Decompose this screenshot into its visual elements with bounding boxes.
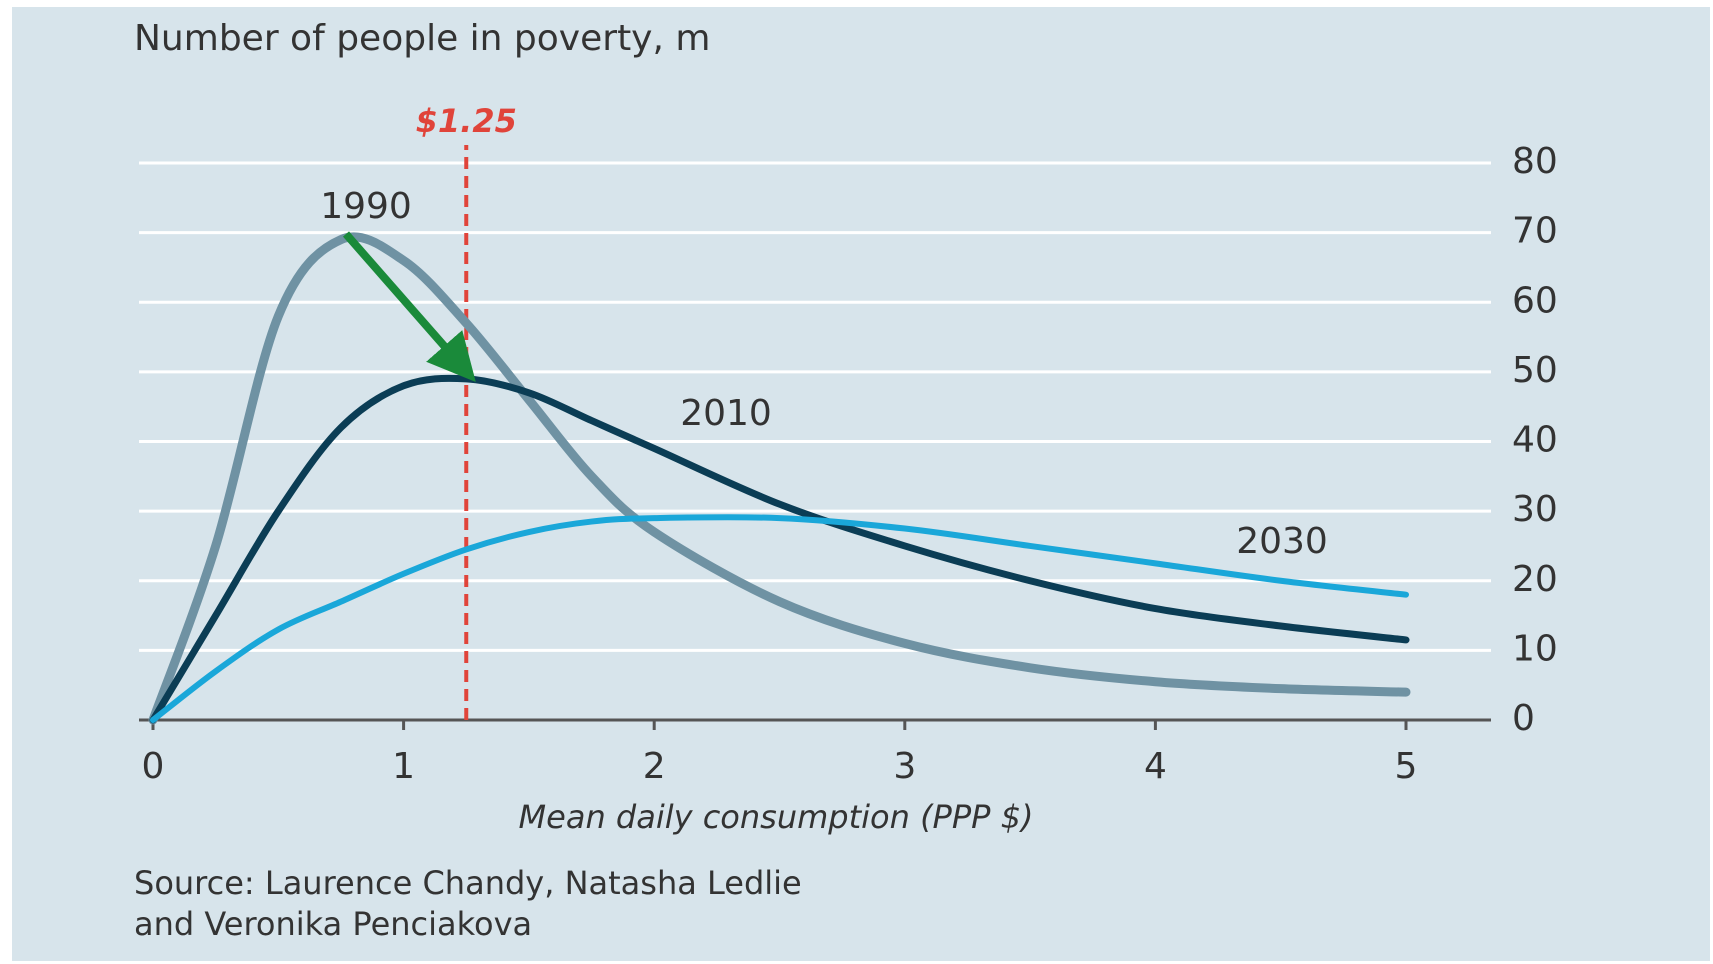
x-tick-label: 1 [392,746,415,787]
source: Source: Laurence Chandy, Natasha Ledlie [134,864,802,902]
y-tick-label: 10 [1512,628,1558,669]
x-tick-label: 2 [643,746,666,787]
y-tick-label: 30 [1512,489,1558,530]
reference-label: $1.25 [416,102,517,140]
y-tick-label: 20 [1512,559,1558,600]
y-tick-label: 80 [1512,141,1558,182]
x-tick-label: 4 [1144,746,1167,787]
chart-title: Number of people in poverty, m [134,18,710,59]
lines [148,145,1411,725]
y-tick-label: 0 [1512,698,1535,739]
x-tick-label: 0 [142,746,165,787]
y-tick-label: 60 [1512,280,1558,321]
series-label: 2010 [680,393,772,434]
series-line [149,374,1410,724]
y-tick-label: 40 [1512,420,1558,461]
series-label: 1990 [320,186,412,227]
series-label: 2030 [1236,521,1328,562]
arrow [342,231,476,383]
series-line [148,232,1411,725]
x-tick-label: 5 [1395,746,1418,787]
source: and Veronika Penciakova [134,905,532,943]
y-tick-label: 70 [1512,211,1558,252]
x-axis-label: Mean daily consumption (PPP $) [519,798,1034,836]
grid [139,161,1491,730]
series-line [150,514,1409,723]
y-tick-label: 50 [1512,350,1558,391]
x-tick-label: 3 [893,746,916,787]
